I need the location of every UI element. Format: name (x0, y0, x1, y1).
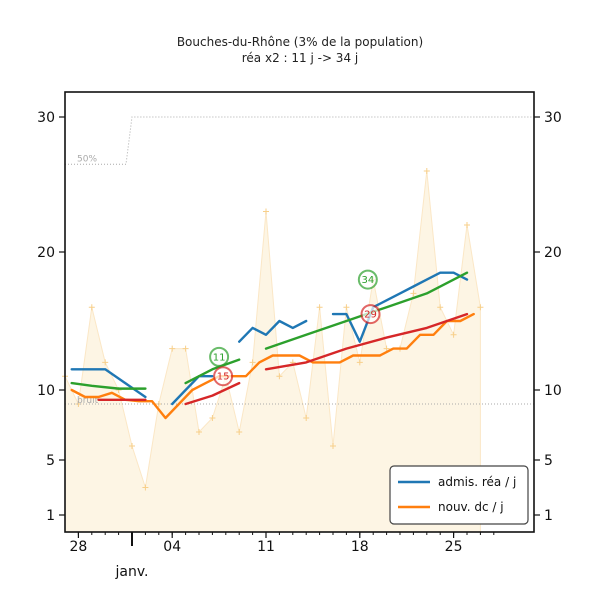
raw-point (303, 415, 310, 421)
raw-point (477, 304, 484, 311)
x-tick-label: 04 (163, 539, 181, 555)
raw-point (276, 373, 283, 380)
badge-label: 29 (364, 310, 377, 321)
series-line-1 (70, 312, 475, 420)
badge (360, 304, 381, 325)
raw-point (196, 429, 202, 435)
raw-point (330, 443, 336, 449)
raw-point (249, 359, 256, 366)
badge (357, 269, 378, 290)
series-line-3 (184, 381, 241, 406)
badge-label: 34 (361, 275, 374, 286)
reference-label-50: 50% (77, 154, 97, 164)
raw-point (169, 345, 176, 352)
raw-point (450, 331, 457, 338)
chart-subtitle: réa x2 : 11 j -> 34 j (242, 51, 358, 65)
raw-point (464, 222, 470, 228)
series-line-3 (264, 312, 469, 371)
badge (213, 366, 234, 387)
series-line-0 (237, 319, 308, 343)
reference-line-50 (65, 116, 534, 165)
legend: admis. réa / j nouv. dc / j (389, 465, 529, 525)
legend-box (389, 465, 529, 525)
legend-label: admis. réa / j (438, 475, 516, 489)
raw-point (356, 359, 363, 366)
y-tick-label-left: 5 (46, 453, 55, 469)
raw-point (423, 168, 430, 174)
x-tick-label: 25 (445, 539, 463, 555)
raw-area-layer (62, 168, 484, 533)
raw-point (129, 443, 135, 449)
month-label: janv. (115, 564, 149, 580)
badge-label: 15 (217, 372, 230, 383)
y-tick-label-right: 20 (544, 245, 562, 261)
reference-label-bruit: bruit (77, 396, 99, 406)
plot-frame (64, 91, 535, 533)
y-tick-label-right: 10 (544, 383, 562, 399)
y-tick-label-left: 10 (37, 383, 55, 399)
y-tick-label-left: 30 (37, 110, 55, 126)
raw-point (437, 304, 444, 311)
y-tick-label-left: 20 (37, 245, 55, 261)
series-line-0 (331, 271, 469, 343)
series-line-2 (184, 358, 241, 385)
reference-lines-layer: 50% bruit (65, 116, 534, 406)
raw-point (343, 304, 350, 311)
raw-point (182, 345, 189, 352)
series-line-2 (70, 381, 147, 390)
raw-point (88, 304, 95, 311)
chart-title: Bouches-du-Rhône (3% de la population) (177, 35, 423, 49)
raw-point (316, 304, 323, 311)
raw-point (209, 415, 216, 421)
y-tick-label-right: 5 (544, 453, 553, 469)
x-tick-label: 11 (257, 539, 275, 555)
badges-layer: 11 15 34 29 (209, 269, 381, 387)
raw-point (263, 208, 269, 215)
y-tick-label-right: 30 (544, 110, 562, 126)
raw-point (410, 290, 417, 297)
legend-label: nouv. dc / j (438, 500, 504, 514)
y-tick-label-left: 1 (46, 508, 55, 524)
badge-label: 11 (213, 352, 226, 363)
series-line-0 (170, 375, 214, 406)
x-tick-label: 28 (69, 539, 87, 555)
raw-point (383, 345, 390, 352)
x-tick-label: 18 (351, 539, 369, 555)
raw-point (142, 484, 149, 491)
raw-point (102, 359, 109, 366)
badge (209, 346, 230, 367)
raw-point (236, 429, 243, 435)
y-tick-label-right: 1 (544, 508, 553, 524)
series-layer (70, 271, 475, 420)
